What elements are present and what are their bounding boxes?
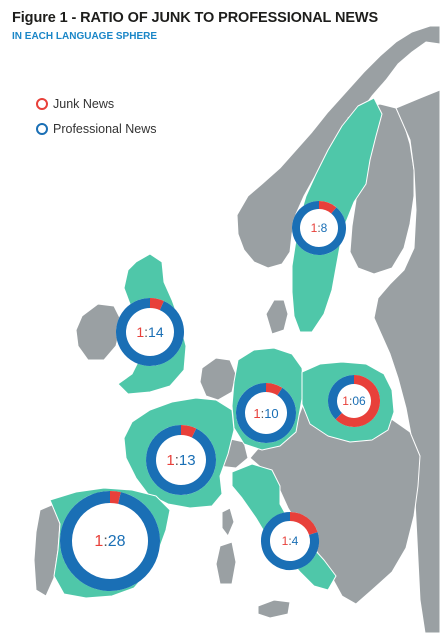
donut-junk-arc: [109, 491, 121, 504]
map-sicily: [257, 599, 291, 619]
legend: Junk News Professional News: [36, 96, 157, 146]
donut-ratio-label: 1:14: [136, 324, 163, 340]
map-corsica: [221, 507, 235, 537]
donut-ratio-label: 1:4: [282, 534, 299, 548]
donut-professional-arc: [146, 425, 216, 495]
donut-1-8: 1:8: [292, 201, 346, 255]
donut-junk-arc: [335, 375, 380, 427]
donut-professional-arc: [236, 383, 296, 443]
chart-subtitle: IN EACH LANGUAGE SPHERE: [12, 31, 158, 42]
donut-1-28: 1:28: [60, 491, 160, 591]
donut-center: [60, 491, 160, 591]
map-denmark: [265, 299, 289, 335]
donut-junk-arc: [318, 201, 337, 214]
donut-junk-arc: [289, 512, 318, 536]
donut-professional-arc: [60, 491, 160, 591]
legend-label-professional: Professional News: [53, 122, 157, 136]
legend-item-junk: Junk News: [36, 96, 157, 112]
donut-professional-arc: [328, 375, 355, 420]
donut-ratio-label: 1:13: [166, 452, 195, 469]
donut-ratio-label: 1:28: [94, 533, 125, 550]
donut-ratio-label: 1:8: [311, 221, 328, 235]
map-benelux: [199, 357, 237, 401]
donut-junk-arc: [265, 383, 283, 396]
donut-ratio-label: 1:06: [342, 394, 366, 408]
donut-1-13: 1:13: [146, 425, 216, 495]
map-norway: [236, 25, 440, 269]
map-ireland: [75, 303, 123, 361]
donut-professional-arc: [261, 512, 319, 570]
map-east: [373, 89, 440, 633]
donut-junk-arc: [180, 425, 197, 438]
donut-1-06: 1:06: [328, 375, 380, 427]
donut-professional-arc: [116, 298, 184, 366]
donut-ratio-label: 1:10: [253, 406, 278, 421]
legend-swatch-junk-icon: [36, 98, 48, 110]
donut-1-10: 1:10: [236, 383, 296, 443]
donut-junk-arc: [149, 298, 164, 311]
chart-title: Figure 1 - RATIO OF JUNK TO PROFESSIONAL…: [12, 10, 379, 26]
donut-professional-arc: [292, 201, 346, 255]
donut-1-4: 1:4: [261, 512, 319, 570]
donut-center: [146, 425, 216, 495]
map-sardinia: [215, 541, 237, 585]
map-central-east: [249, 395, 421, 605]
legend-item-professional: Professional News: [36, 121, 157, 137]
donut-1-14: 1:14: [116, 298, 184, 366]
legend-label-junk: Junk News: [53, 97, 115, 111]
legend-swatch-professional-icon: [36, 123, 48, 135]
